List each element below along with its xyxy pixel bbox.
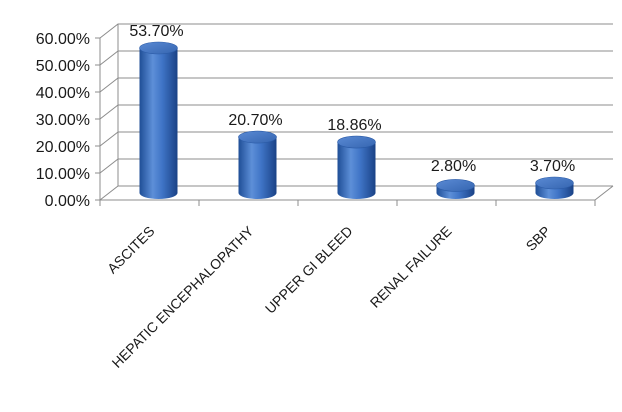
y-tick-label-4: 40.00% — [36, 85, 90, 102]
category-label-3: RENAL FAILURE — [367, 223, 455, 311]
y-tick-label-1: 10.00% — [36, 166, 90, 183]
bar-1 — [238, 130, 277, 199]
axis-layer — [95, 24, 614, 206]
bar-3 — [436, 179, 475, 199]
bars-layer — [139, 41, 574, 199]
bar-body-0 — [139, 48, 178, 199]
data-label-1: 20.70% — [228, 112, 282, 129]
y-tick-label-0: 0.00% — [45, 193, 90, 210]
category-label-2: UPPER GI BLEED — [262, 223, 356, 317]
data-label-4: 3.70% — [530, 158, 575, 175]
data-label-3: 2.80% — [431, 158, 476, 175]
bar-body-2 — [337, 142, 376, 199]
bar-4 — [535, 176, 574, 199]
data-label-0: 53.70% — [129, 23, 183, 40]
bar-cap-3 — [436, 179, 475, 192]
bar-2 — [337, 135, 376, 199]
bar-cap-2 — [337, 135, 376, 149]
data-label-2: 18.86% — [327, 117, 381, 134]
bar-body-1 — [238, 137, 277, 199]
bar-cap-4 — [535, 176, 574, 190]
labels-layer: 0.00% 10.00% 20.00% 30.00% 40.00% 50.00% 60.00… — [36, 23, 575, 371]
y-tick-label-2: 20.00% — [36, 139, 90, 156]
y-tick-label-6: 60.00% — [36, 31, 90, 48]
bar-0 — [139, 41, 178, 199]
category-label-0: ASCITES — [104, 223, 158, 277]
y-tick-label-5: 50.00% — [36, 58, 90, 75]
y-tick-label-3: 30.00% — [36, 112, 90, 129]
floor-right-edge — [594, 185, 614, 201]
bar-cap-0 — [139, 41, 178, 55]
category-label-4: SBP — [522, 223, 553, 254]
bar-cap-1 — [238, 130, 277, 144]
